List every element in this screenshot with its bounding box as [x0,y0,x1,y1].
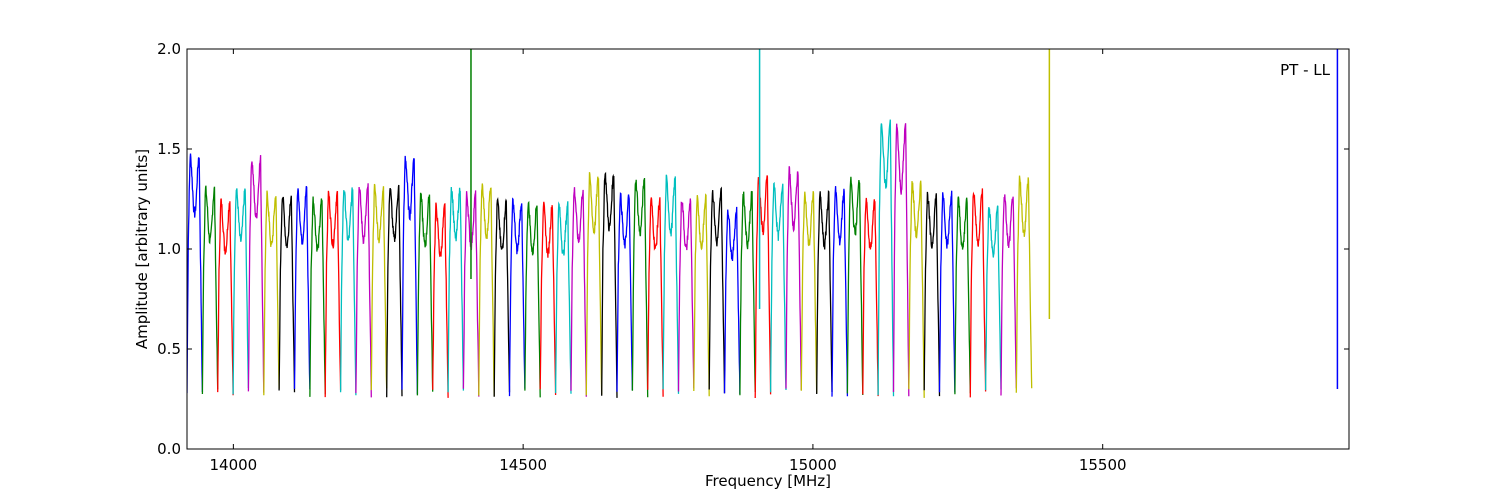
y-tick-label: 1.5 [157,140,181,158]
channel-curve [539,201,557,396]
channel-curve [339,187,357,396]
y-tick-label: 0.5 [157,340,181,358]
channel-curve [570,187,587,397]
channel-curve [877,119,895,397]
channel-curve [892,123,910,397]
channel-curve [355,183,372,398]
channel-curve [739,190,756,396]
channel-curve [1015,175,1033,393]
channel-curve [769,181,787,393]
channel-curve [754,175,772,399]
channel-curve [908,180,925,398]
channel-curve [954,196,971,395]
y-tick-label: 0.0 [157,440,181,458]
channel-curve [601,171,618,398]
channel-curve [493,196,511,397]
x-tick-label: 14000 [210,456,258,474]
channel-curve [816,189,833,395]
channel-curve [232,188,250,395]
channel-curve [923,191,941,397]
channel-curve [846,176,864,396]
channel-curve [585,172,603,396]
channel-curve [293,185,311,390]
y-axis-label: Amplitude [arbitrary units] [133,149,151,349]
channel-curve [938,190,956,393]
channel-curve [831,186,849,397]
channel-curve [386,184,403,398]
channel-curve [631,177,649,398]
channel-curve [785,166,802,391]
x-axis-label: Frequency [MHz] [705,472,831,490]
x-tick-label: 15000 [789,456,837,474]
channel-curve [187,153,204,394]
y-ticks: 0.0 0.5 1.0 1.5 2.0 [157,40,1349,458]
channel-curve [247,155,265,393]
channel-curve [708,186,726,394]
channel-curve [201,185,219,395]
channel-curve [693,193,710,397]
x-tick-label: 14500 [499,456,547,474]
channel-curve [309,196,326,397]
channel-curve [984,205,1002,391]
channel-curve [800,191,818,394]
channel-curve [616,192,634,392]
channel-curve [401,155,419,395]
channel-curve [524,200,541,398]
channel-curve [662,174,680,394]
channel-curve [447,186,465,393]
x-ticks: 14000 14500 15000 15500 [210,49,1127,474]
spike-layer [470,49,1339,389]
channel-curve [217,198,234,396]
channel-curve [1000,194,1017,396]
channel-curve [370,183,388,391]
channel-curve [432,202,449,398]
y-tick-label: 1.0 [157,240,181,258]
y-tick-label: 2.0 [157,40,181,58]
channel-curve [278,195,296,393]
channel-curve [723,206,741,395]
channel-curve [554,201,572,394]
channel-curve [416,192,434,396]
channel-curve [508,197,526,397]
channel-curve [969,188,987,398]
channel-curve [324,190,342,398]
plot-annotation: PT - LL [1280,61,1331,79]
x-tick-label: 15500 [1079,456,1127,474]
channel-curve [862,197,879,397]
channel-curve [478,183,495,397]
channel-curve [677,198,695,392]
channel-curve [647,197,664,397]
channel-curve [263,190,280,396]
